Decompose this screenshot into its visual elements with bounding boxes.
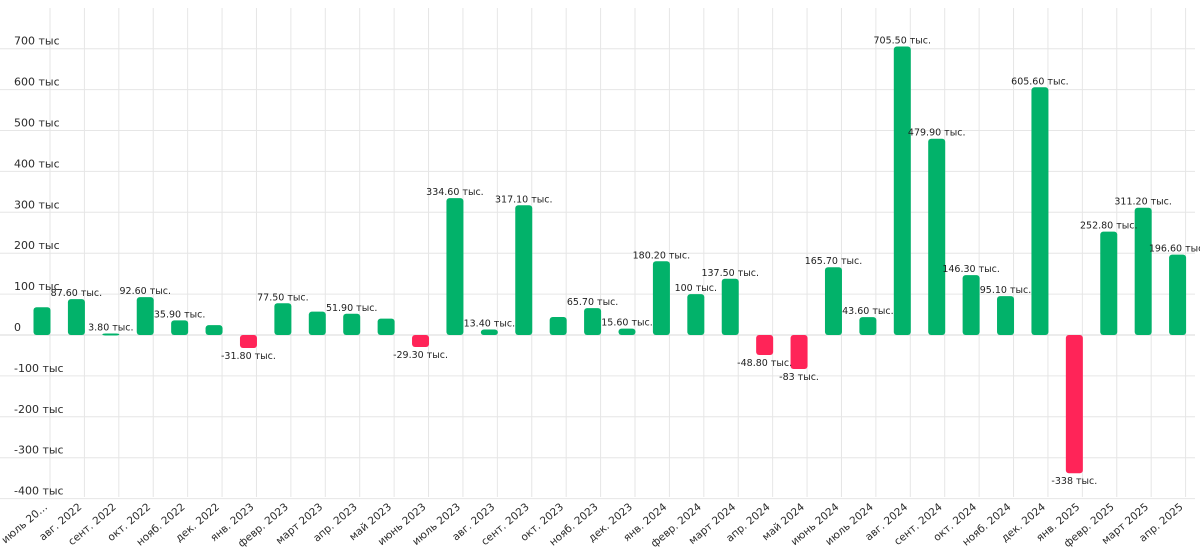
data-label: 43.60 тыс. <box>842 306 894 317</box>
data-label: 705.50 тыс. <box>874 35 932 46</box>
data-label: 51.90 тыс. <box>326 303 378 314</box>
bars <box>33 46 1187 474</box>
data-label: 13.40 тыс. <box>464 319 516 330</box>
y-tick-label: 700 тыс <box>14 35 60 48</box>
bar <box>205 325 223 335</box>
bar <box>343 313 361 335</box>
bar <box>1100 231 1118 335</box>
y-tick-label: 400 тыс <box>14 157 60 170</box>
bar <box>102 333 120 336</box>
y-tick-label: 0 <box>14 321 21 334</box>
bar <box>1169 254 1187 335</box>
bar <box>584 308 602 335</box>
bar <box>1134 207 1152 335</box>
bar <box>67 299 85 335</box>
y-axis: 700 тыс 600 тыс 500 тыс 400 тыс 300 тыс 200 т… <box>14 35 64 498</box>
y-tick-label: 100 тыс <box>14 280 60 293</box>
data-label: 311.20 тыс. <box>1114 197 1172 208</box>
y-tick-label: 500 тыс <box>14 117 60 130</box>
data-label: 15.60 тыс. <box>601 318 653 329</box>
bar <box>171 320 189 335</box>
data-label: 252.80 тыс. <box>1080 221 1138 232</box>
data-label: -31.80 тыс. <box>221 351 276 362</box>
data-label: 35.90 тыс. <box>154 309 206 320</box>
data-label: 77.50 тыс. <box>257 292 309 303</box>
data-label: 92.60 тыс. <box>119 286 171 297</box>
bar <box>377 318 395 335</box>
data-label: 165.70 тыс. <box>805 256 863 267</box>
data-label: 334.60 тыс. <box>426 187 484 198</box>
bar <box>33 307 51 335</box>
y-tick-label: -200 тыс <box>14 403 64 416</box>
data-label: 317.10 тыс. <box>495 194 553 205</box>
data-label: 196.60 тыс. <box>1149 244 1200 255</box>
bar <box>962 275 980 335</box>
y-tick-label: 200 тыс <box>14 239 60 252</box>
bar <box>997 296 1015 335</box>
y-tick-label: 300 тыс <box>14 198 60 211</box>
data-label: 100 тыс. <box>675 283 717 294</box>
bar <box>618 328 636 335</box>
data-label: 87.60 тыс. <box>51 288 103 299</box>
data-labels: 87.60 тыс. 3.80 тыс. 92.60 тыс. 35.90 тыс. -… <box>51 35 1200 487</box>
y-tick-label: -400 тыс <box>14 485 64 498</box>
bar <box>274 303 292 335</box>
bar <box>756 335 774 355</box>
bar <box>239 335 257 349</box>
data-label: -338 тыс. <box>1051 476 1097 487</box>
y-tick-label: 600 тыс <box>14 76 60 89</box>
data-label: 137.50 тыс. <box>701 268 759 279</box>
bar <box>549 317 567 335</box>
bar <box>480 329 498 335</box>
y-tick-label: -100 тыс <box>14 362 64 375</box>
data-label: -48.80 тыс. <box>737 358 792 369</box>
bar <box>136 297 154 335</box>
bar <box>1065 335 1083 474</box>
bar <box>928 138 946 335</box>
bar <box>721 278 739 335</box>
data-label: 605.60 тыс. <box>1011 76 1069 87</box>
bar <box>308 311 326 335</box>
data-label: 180.20 тыс. <box>633 250 691 261</box>
bar <box>893 46 911 335</box>
data-label: 65.70 тыс. <box>567 297 619 308</box>
y-tick-label: -300 тыс <box>14 444 64 457</box>
bar <box>790 335 808 369</box>
data-label: 146.30 тыс. <box>942 264 1000 275</box>
data-label: 3.80 тыс. <box>88 322 133 333</box>
data-label: -29.30 тыс. <box>393 350 448 361</box>
bar <box>412 335 430 347</box>
data-label: 479.90 тыс. <box>908 128 966 139</box>
data-label: 95.10 тыс. <box>980 285 1032 296</box>
bar <box>515 205 533 335</box>
bar <box>687 294 705 335</box>
bar <box>652 261 670 335</box>
bar <box>446 198 464 335</box>
bar <box>1031 87 1049 335</box>
bar <box>824 267 842 335</box>
data-label: -83 тыс. <box>779 372 819 383</box>
bar <box>859 317 877 335</box>
